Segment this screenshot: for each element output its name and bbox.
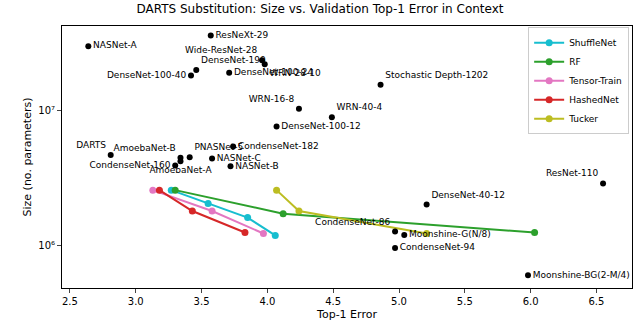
svg-text:4.5: 4.5 xyxy=(325,296,341,307)
svg-text:NASNet-C: NASNet-C xyxy=(217,153,261,163)
svg-text:DenseNet-100-40: DenseNet-100-40 xyxy=(107,70,187,80)
svg-text:Moonshine-BG(2-M/4): Moonshine-BG(2-M/4) xyxy=(533,270,630,280)
svg-text:DARTS: DARTS xyxy=(76,140,106,150)
svg-text:AmoebaNet-B: AmoebaNet-B xyxy=(114,143,176,153)
svg-text:Wide-ResNet-28: Wide-ResNet-28 xyxy=(185,45,258,55)
svg-text:NASNet-A: NASNet-A xyxy=(93,40,137,50)
svg-text:AmoebaNet-A: AmoebaNet-A xyxy=(149,165,212,175)
svg-text:CondenseNet-182: CondenseNet-182 xyxy=(238,141,319,151)
svg-text:6.0: 6.0 xyxy=(523,296,539,307)
svg-text:HashedNet: HashedNet xyxy=(569,95,619,105)
svg-text:5.5: 5.5 xyxy=(457,296,473,307)
svg-text:RF: RF xyxy=(569,57,580,67)
svg-text:NASNet-B: NASNet-B xyxy=(235,161,279,171)
svg-text:5.0: 5.0 xyxy=(391,296,407,307)
svg-text:WRN-40-4: WRN-40-4 xyxy=(337,102,383,112)
svg-text:Size (no. parameters): Size (no. parameters) xyxy=(21,98,34,217)
svg-text:4.0: 4.0 xyxy=(259,296,275,307)
svg-text:DARTS Substitution: Size vs. V: DARTS Substitution: Size vs. Validation … xyxy=(136,2,503,16)
svg-text:Tucker: Tucker xyxy=(568,114,598,124)
svg-text:10⁷: 10⁷ xyxy=(38,105,55,116)
svg-text:Moonshine-G(N/8): Moonshine-G(N/8) xyxy=(409,229,491,239)
svg-text:DenseNet-40-12: DenseNet-40-12 xyxy=(431,190,505,200)
svg-text:6.5: 6.5 xyxy=(589,296,605,307)
svg-text:DenseNet-100-12: DenseNet-100-12 xyxy=(281,121,360,131)
svg-text:ResNet-110: ResNet-110 xyxy=(546,168,599,178)
svg-text:Tensor-Train: Tensor-Train xyxy=(568,76,622,86)
svg-text:Stochastic Depth-1202: Stochastic Depth-1202 xyxy=(385,70,488,80)
svg-text:DenseNet-190: DenseNet-190 xyxy=(201,55,266,65)
svg-text:2.5: 2.5 xyxy=(62,296,78,307)
svg-text:ResNeXt-29: ResNeXt-29 xyxy=(216,30,269,40)
svg-text:Top-1 Error: Top-1 Error xyxy=(316,308,377,321)
svg-text:CondenseNet-160: CondenseNet-160 xyxy=(90,160,171,170)
svg-text:CondenseNet-86: CondenseNet-86 xyxy=(315,217,390,227)
svg-text:ShuffleNet: ShuffleNet xyxy=(569,38,617,48)
svg-text:WRN-16-8: WRN-16-8 xyxy=(249,94,295,104)
svg-text:PNASNet-5: PNASNet-5 xyxy=(194,142,243,152)
svg-text:DenseNet-100-24: DenseNet-100-24 xyxy=(234,67,314,77)
svg-text:3.5: 3.5 xyxy=(194,296,210,307)
svg-text:3.0: 3.0 xyxy=(128,296,144,307)
svg-text:10⁶: 10⁶ xyxy=(38,240,55,251)
svg-text:WRN-28-10: WRN-28-10 xyxy=(269,68,321,78)
svg-text:CondenseNet-94: CondenseNet-94 xyxy=(400,242,475,252)
